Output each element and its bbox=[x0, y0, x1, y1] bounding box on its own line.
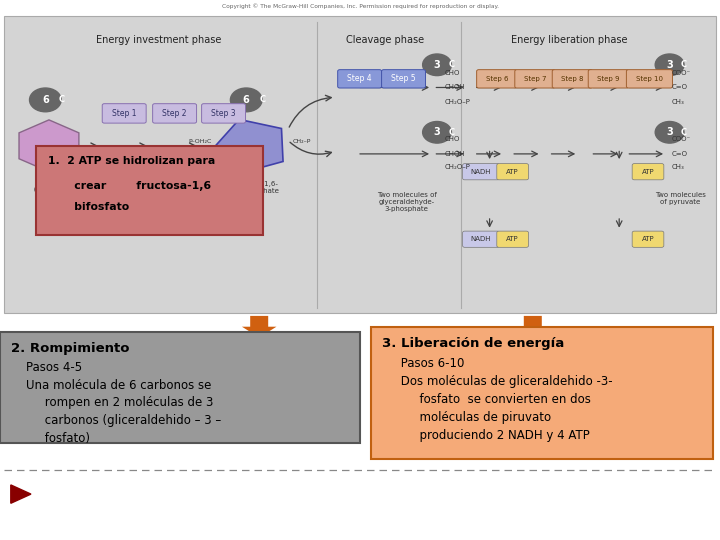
FancyBboxPatch shape bbox=[102, 104, 146, 123]
FancyBboxPatch shape bbox=[632, 231, 664, 247]
Text: 3. Liberación de energía: 3. Liberación de energía bbox=[382, 337, 564, 350]
Circle shape bbox=[655, 122, 684, 143]
Text: bifosfato: bifosfato bbox=[48, 202, 130, 213]
Text: crear        fructosa-1,6: crear fructosa-1,6 bbox=[48, 181, 212, 191]
Text: ATP: ATP bbox=[506, 236, 519, 242]
Text: COO⁻: COO⁻ bbox=[672, 70, 691, 76]
Text: Glucose: Glucose bbox=[34, 186, 64, 195]
Text: Step 1: Step 1 bbox=[112, 109, 137, 118]
Text: Step 6: Step 6 bbox=[485, 76, 508, 82]
Circle shape bbox=[423, 54, 451, 76]
Text: C=O: C=O bbox=[672, 151, 688, 157]
FancyBboxPatch shape bbox=[36, 146, 263, 235]
Polygon shape bbox=[242, 316, 276, 338]
Text: C: C bbox=[58, 96, 65, 104]
Text: Step 2: Step 2 bbox=[162, 109, 187, 118]
FancyBboxPatch shape bbox=[588, 70, 629, 88]
Text: 3: 3 bbox=[433, 127, 441, 137]
Text: fosfato): fosfato) bbox=[11, 432, 90, 445]
Circle shape bbox=[655, 54, 684, 76]
Text: NADH: NADH bbox=[471, 168, 491, 175]
Text: 3: 3 bbox=[666, 127, 673, 137]
Text: 6: 6 bbox=[243, 95, 250, 105]
FancyBboxPatch shape bbox=[382, 70, 426, 88]
Text: ATP: ATP bbox=[126, 151, 140, 160]
FancyBboxPatch shape bbox=[338, 70, 382, 88]
Text: Step 8: Step 8 bbox=[561, 76, 584, 82]
Text: C: C bbox=[681, 128, 688, 137]
Text: ATP: ATP bbox=[642, 236, 654, 242]
Text: 6: 6 bbox=[42, 95, 49, 105]
Text: C: C bbox=[681, 60, 688, 69]
Text: P–OH₂C: P–OH₂C bbox=[189, 139, 212, 144]
Text: Step 4: Step 4 bbox=[347, 75, 372, 83]
Text: C: C bbox=[259, 96, 266, 104]
Text: CH₃: CH₃ bbox=[672, 98, 685, 105]
FancyBboxPatch shape bbox=[497, 164, 528, 180]
Text: produciendo 2 NADH y 4 ATP: produciendo 2 NADH y 4 ATP bbox=[382, 429, 590, 442]
Text: Two molecules of
glyceraldehyde-
3-phosphate: Two molecules of glyceraldehyde- 3-phosp… bbox=[377, 192, 437, 212]
FancyBboxPatch shape bbox=[632, 164, 664, 180]
FancyBboxPatch shape bbox=[463, 231, 500, 247]
Polygon shape bbox=[516, 316, 550, 338]
Text: 3: 3 bbox=[433, 60, 441, 70]
Text: CH₃: CH₃ bbox=[672, 164, 685, 171]
FancyBboxPatch shape bbox=[4, 16, 716, 313]
Circle shape bbox=[423, 122, 451, 143]
Text: Step 5: Step 5 bbox=[391, 75, 416, 83]
Circle shape bbox=[30, 88, 61, 112]
Text: Una molécula de 6 carbonos se: Una molécula de 6 carbonos se bbox=[11, 379, 211, 392]
Text: CHOH: CHOH bbox=[444, 84, 465, 91]
FancyBboxPatch shape bbox=[477, 70, 517, 88]
Text: Energy investment phase: Energy investment phase bbox=[96, 35, 221, 45]
Text: C=O: C=O bbox=[672, 84, 688, 91]
Text: NADH: NADH bbox=[471, 236, 491, 242]
Text: Copyright © The McGraw-Hill Companies, Inc. Permission required for reproduction: Copyright © The McGraw-Hill Companies, I… bbox=[222, 4, 498, 9]
Text: fosfato  se convierten en dos: fosfato se convierten en dos bbox=[382, 393, 590, 406]
FancyBboxPatch shape bbox=[0, 332, 360, 443]
Text: CHOH: CHOH bbox=[444, 151, 465, 157]
Text: Dos moléculas de gliceraldehido -3-: Dos moléculas de gliceraldehido -3- bbox=[382, 375, 612, 388]
Polygon shape bbox=[11, 485, 31, 503]
Text: ATP: ATP bbox=[642, 168, 654, 175]
Text: 3: 3 bbox=[666, 60, 673, 70]
Text: Pasos 4-5: Pasos 4-5 bbox=[11, 361, 82, 374]
Circle shape bbox=[230, 88, 262, 112]
FancyBboxPatch shape bbox=[202, 104, 246, 123]
Text: Energy liberation phase: Energy liberation phase bbox=[510, 35, 627, 45]
Text: Pasos 6-10: Pasos 6-10 bbox=[382, 357, 464, 370]
FancyBboxPatch shape bbox=[371, 327, 713, 459]
FancyBboxPatch shape bbox=[626, 70, 672, 88]
Text: carbonos (gliceraldehido – 3 –: carbonos (gliceraldehido – 3 – bbox=[11, 414, 221, 427]
Text: Fructose-1,6-
bisphosphate: Fructose-1,6- bisphosphate bbox=[232, 181, 279, 194]
Text: CHO: CHO bbox=[444, 136, 459, 143]
Text: CH₂–P: CH₂–P bbox=[292, 139, 311, 144]
FancyBboxPatch shape bbox=[552, 70, 593, 88]
FancyBboxPatch shape bbox=[463, 164, 500, 180]
Text: Step 7: Step 7 bbox=[523, 76, 546, 82]
FancyBboxPatch shape bbox=[111, 147, 155, 164]
FancyBboxPatch shape bbox=[153, 104, 197, 123]
Text: Step 10: Step 10 bbox=[636, 76, 663, 82]
Text: C: C bbox=[449, 128, 455, 137]
Text: COO⁻: COO⁻ bbox=[672, 136, 691, 143]
Text: 1.  2 ATP se hidrolizan para: 1. 2 ATP se hidrolizan para bbox=[48, 156, 215, 166]
Text: CH₂O–P: CH₂O–P bbox=[444, 164, 470, 171]
Text: CHO: CHO bbox=[444, 70, 459, 76]
Text: 2. Rompimiento: 2. Rompimiento bbox=[11, 342, 130, 355]
FancyBboxPatch shape bbox=[515, 70, 555, 88]
Text: ATP: ATP bbox=[176, 151, 191, 160]
Text: Step 9: Step 9 bbox=[597, 76, 620, 82]
Text: C: C bbox=[449, 60, 455, 69]
Text: ATP: ATP bbox=[506, 168, 519, 175]
Text: moléculas de piruvato: moléculas de piruvato bbox=[382, 411, 551, 424]
FancyBboxPatch shape bbox=[497, 231, 528, 247]
Text: CH₂O–P: CH₂O–P bbox=[444, 98, 470, 105]
FancyBboxPatch shape bbox=[161, 147, 205, 164]
Text: Step 3: Step 3 bbox=[211, 109, 236, 118]
Text: Two molecules
of pyruvate: Two molecules of pyruvate bbox=[655, 192, 706, 205]
Text: rompen en 2 moléculas de 3: rompen en 2 moléculas de 3 bbox=[11, 396, 213, 409]
Text: Cleavage phase: Cleavage phase bbox=[346, 35, 424, 45]
